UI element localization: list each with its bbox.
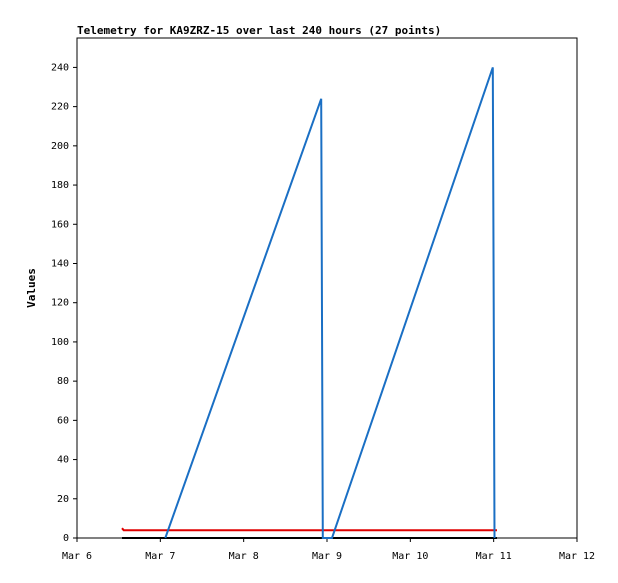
line — [121, 527, 497, 532]
line — [164, 67, 496, 539]
y-tick-label: 180 — [51, 180, 69, 191]
x-tick-label: Mar 12 — [559, 551, 595, 562]
x-tick-label: Mar 9 — [312, 551, 342, 562]
y-tick-label: 100 — [51, 337, 69, 348]
y-tick-label: 140 — [51, 258, 69, 269]
x-tick-label: Mar 7 — [145, 551, 175, 562]
y-tick-label: 60 — [57, 415, 69, 426]
y-tick-label: 0 — [63, 533, 69, 544]
plot-frame — [76, 37, 578, 539]
chart-title: Telemetry for KA9ZRZ-15 over last 240 ho… — [77, 24, 441, 37]
x-tick-label: Mar 8 — [229, 551, 259, 562]
x-tick-label: Mar 10 — [392, 551, 428, 562]
y-tick-label: 240 — [51, 62, 69, 73]
y-axis-label: Values — [25, 268, 38, 308]
y-tick-label: 40 — [57, 455, 69, 466]
x-tick-label: Mar 6 — [62, 551, 92, 562]
x-tick-label: Mar 11 — [476, 551, 512, 562]
y-tick-label: 220 — [51, 102, 69, 113]
y-tick-label: 20 — [57, 494, 69, 505]
y-tick-label: 120 — [51, 298, 69, 309]
y-tick-label: 200 — [51, 141, 69, 152]
y-tick-label: 160 — [51, 219, 69, 230]
y-tick-label: 80 — [57, 376, 69, 387]
